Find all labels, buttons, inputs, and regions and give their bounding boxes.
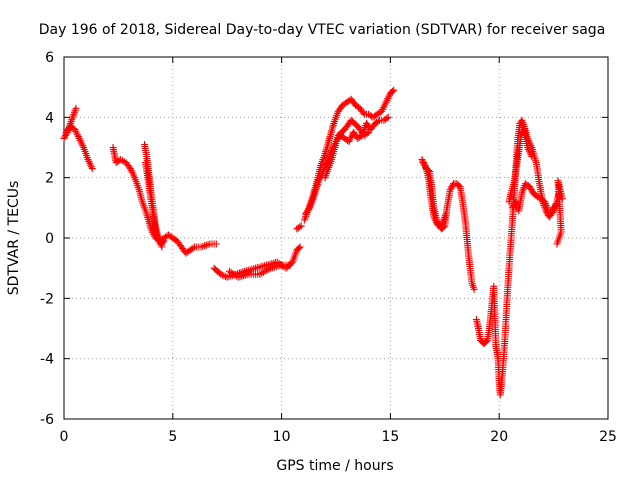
data-point (202, 241, 210, 249)
y-tick-label: 4 (45, 110, 54, 126)
data-point (201, 242, 209, 250)
data-point (442, 210, 450, 218)
data-series (60, 86, 566, 399)
data-point (61, 133, 69, 141)
data-point (72, 104, 80, 112)
data-point (508, 204, 516, 212)
y-tick-label: 6 (45, 50, 54, 66)
y-axis-label: SDTVAR / TECUs (6, 181, 22, 296)
x-tick-label: 20 (490, 429, 508, 445)
data-point (296, 243, 304, 251)
data-point (286, 261, 294, 269)
data-point (217, 270, 225, 278)
data-point (420, 160, 428, 168)
data-point (389, 87, 397, 95)
chart-title: Day 196 of 2018, Sidereal Day-to-day VTE… (39, 22, 606, 38)
data-point (363, 129, 371, 137)
y-tick-label: -6 (40, 412, 54, 428)
data-point (558, 195, 566, 203)
data-point (470, 285, 478, 293)
data-point (374, 117, 382, 125)
y-tick-label: 2 (45, 171, 54, 187)
data-point (448, 183, 456, 191)
data-point (296, 223, 304, 231)
data-point (482, 338, 490, 346)
data-point (384, 113, 392, 121)
data-point (519, 185, 527, 193)
data-point (204, 241, 212, 249)
data-point (212, 240, 220, 248)
data-point (189, 244, 197, 252)
data-point (383, 114, 391, 122)
data-point (359, 109, 367, 117)
data-point (159, 238, 167, 246)
y-tick-label: -2 (40, 291, 54, 307)
x-axis-label: GPS time / hours (276, 458, 393, 474)
data-point (199, 242, 207, 250)
data-point (223, 273, 231, 281)
data-point (160, 237, 168, 245)
data-point (418, 156, 426, 164)
data-point (390, 86, 398, 94)
data-point (528, 153, 536, 161)
data-point (526, 183, 534, 191)
data-point (60, 134, 68, 142)
data-point (550, 204, 558, 212)
data-point (527, 186, 535, 194)
data-point (549, 205, 557, 213)
x-tick-label: 25 (599, 429, 617, 445)
data-point (220, 272, 228, 280)
data-point (419, 157, 427, 165)
x-tick-label: 0 (60, 429, 69, 445)
data-point (447, 184, 455, 192)
data-point (549, 207, 556, 215)
y-tick-label: -4 (40, 352, 54, 368)
data-point (218, 271, 226, 279)
data-point (197, 243, 205, 251)
data-point (446, 186, 454, 194)
data-point (455, 182, 463, 190)
ticks: 0 5 10 15 20 25 -6 -4 -2 0 2 4 6 (40, 50, 617, 445)
data-point (420, 159, 428, 167)
x-tick-label: 5 (168, 429, 177, 445)
data-point (62, 131, 70, 139)
data-point (365, 128, 373, 136)
data-point (295, 244, 303, 252)
y-tick-label: 0 (45, 231, 54, 247)
x-tick-label: 15 (381, 429, 399, 445)
x-tick-label: 10 (273, 429, 291, 445)
data-point (297, 222, 305, 230)
data-point (88, 165, 96, 173)
data-point (527, 184, 534, 192)
